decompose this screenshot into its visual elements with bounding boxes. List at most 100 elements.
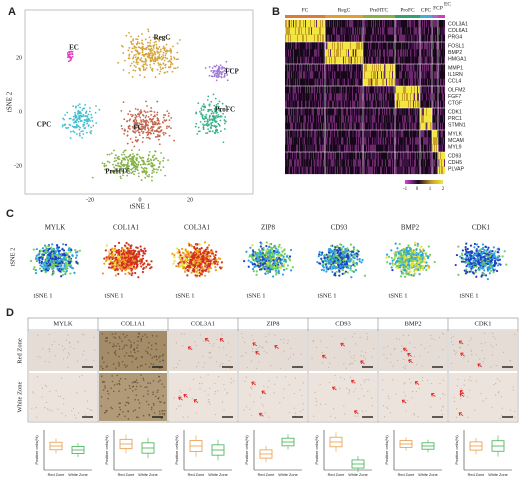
cell-dot bbox=[132, 56, 135, 59]
heatmap-cell bbox=[444, 100, 446, 109]
heatmap-cell bbox=[441, 56, 443, 65]
heatmap-cell bbox=[307, 108, 309, 116]
group-label: FCP bbox=[433, 5, 443, 11]
heatmap-cell bbox=[436, 137, 438, 145]
heatmap-cell bbox=[349, 159, 351, 167]
cell-dot bbox=[86, 122, 89, 125]
heatmap-cell bbox=[322, 42, 324, 50]
cell-dot bbox=[159, 70, 162, 73]
heatmap-cell bbox=[433, 34, 435, 43]
heatmap-cell bbox=[440, 115, 442, 123]
heatmap-cell bbox=[305, 20, 307, 28]
heatmap-cell bbox=[366, 166, 368, 175]
heatmap-cell bbox=[442, 137, 444, 145]
heatmap-cell bbox=[294, 27, 296, 35]
cell-dot bbox=[170, 55, 172, 58]
cell-dot bbox=[151, 179, 153, 182]
heatmap-cell bbox=[369, 86, 371, 94]
heatmap-cell bbox=[392, 130, 394, 138]
heatmap-cell bbox=[313, 93, 315, 101]
heatmap-cell bbox=[290, 100, 292, 109]
cell-dot bbox=[132, 57, 134, 60]
heatmap-cell bbox=[402, 34, 404, 43]
cell-dot bbox=[133, 145, 136, 148]
heatmap-cell bbox=[391, 93, 393, 101]
heatmap-cell bbox=[304, 71, 306, 79]
heatmap-cell bbox=[321, 71, 323, 79]
heatmap-cell bbox=[338, 93, 340, 101]
heatmap-cell bbox=[332, 152, 334, 160]
heatmap-cell bbox=[416, 159, 418, 167]
cell-dot bbox=[152, 159, 155, 162]
heatmap-cell bbox=[408, 122, 410, 131]
heatmap-cell bbox=[430, 130, 432, 138]
heatmap-cell bbox=[335, 34, 337, 43]
heatmap-cell bbox=[368, 100, 370, 109]
heatmap-cell bbox=[316, 20, 318, 28]
heatmap-cell bbox=[294, 130, 296, 138]
heatmap-cell bbox=[430, 71, 432, 79]
heatmap-cell bbox=[373, 108, 375, 116]
heatmap-cell bbox=[388, 166, 390, 175]
heatmap-cell bbox=[415, 122, 417, 131]
heatmap-cell bbox=[417, 78, 419, 87]
cell-dot bbox=[177, 58, 179, 61]
heatmap-cell bbox=[427, 42, 429, 50]
heatmap-cell bbox=[412, 115, 414, 123]
heatmap-cell bbox=[322, 56, 324, 65]
heatmap-cell bbox=[318, 122, 320, 131]
heatmap-cell bbox=[290, 78, 292, 87]
heatmap-cell bbox=[311, 137, 313, 145]
heatmap-cell bbox=[402, 56, 404, 65]
cell-dot bbox=[208, 123, 210, 126]
heatmap-cell bbox=[310, 137, 312, 145]
heatmap-cell bbox=[402, 115, 404, 123]
heatmap-cell bbox=[393, 42, 395, 50]
heatmap-cell bbox=[371, 27, 373, 35]
heatmap-cell bbox=[361, 86, 363, 94]
feature-dot bbox=[38, 261, 41, 264]
heatmap-cell bbox=[418, 86, 420, 94]
heatmap-cell bbox=[435, 27, 437, 35]
heatmap-cell bbox=[315, 27, 317, 35]
heatmap-cell bbox=[304, 144, 306, 153]
cell-dot bbox=[204, 67, 207, 69]
heatmap-cell bbox=[293, 100, 295, 109]
heatmap-cell bbox=[400, 152, 402, 160]
heatmap-cell bbox=[321, 42, 323, 50]
heatmap-cell bbox=[440, 159, 442, 167]
heatmap-cell bbox=[411, 159, 413, 167]
heatmap-cell bbox=[418, 20, 420, 28]
cell-dot bbox=[139, 112, 142, 115]
heatmap-cell bbox=[440, 56, 442, 65]
cell-dot bbox=[194, 125, 197, 128]
heatmap-cell bbox=[295, 27, 297, 35]
cell-dot bbox=[126, 130, 129, 133]
heatmap-cell bbox=[294, 144, 296, 153]
heatmap-cell bbox=[387, 137, 389, 145]
heatmap-cell bbox=[360, 49, 362, 57]
heatmap-cell bbox=[433, 152, 435, 160]
heatmap-cell bbox=[296, 42, 298, 50]
cell-dot bbox=[134, 122, 137, 125]
heatmap-cell bbox=[288, 27, 290, 35]
heatmap-cell bbox=[386, 152, 388, 160]
heatmap-cell bbox=[318, 64, 320, 72]
cell-dot bbox=[215, 120, 218, 123]
heatmap-cell bbox=[379, 152, 381, 160]
heatmap-cell bbox=[426, 27, 428, 35]
heatmap-cell bbox=[297, 27, 299, 35]
cell-dot bbox=[162, 45, 165, 48]
heatmap-cell bbox=[300, 49, 302, 57]
heatmap-cell bbox=[313, 86, 315, 94]
heatmap-cell bbox=[334, 42, 336, 50]
heatmap-cell bbox=[380, 152, 382, 160]
cell-dot bbox=[144, 68, 147, 71]
heatmap-cell bbox=[374, 64, 376, 72]
heatmap-cell bbox=[337, 34, 339, 43]
cell-dot bbox=[147, 131, 149, 134]
heatmap-cell bbox=[306, 137, 308, 145]
cell-dot bbox=[130, 43, 133, 45]
heatmap-cell bbox=[348, 93, 350, 101]
cell-dot bbox=[214, 97, 217, 100]
